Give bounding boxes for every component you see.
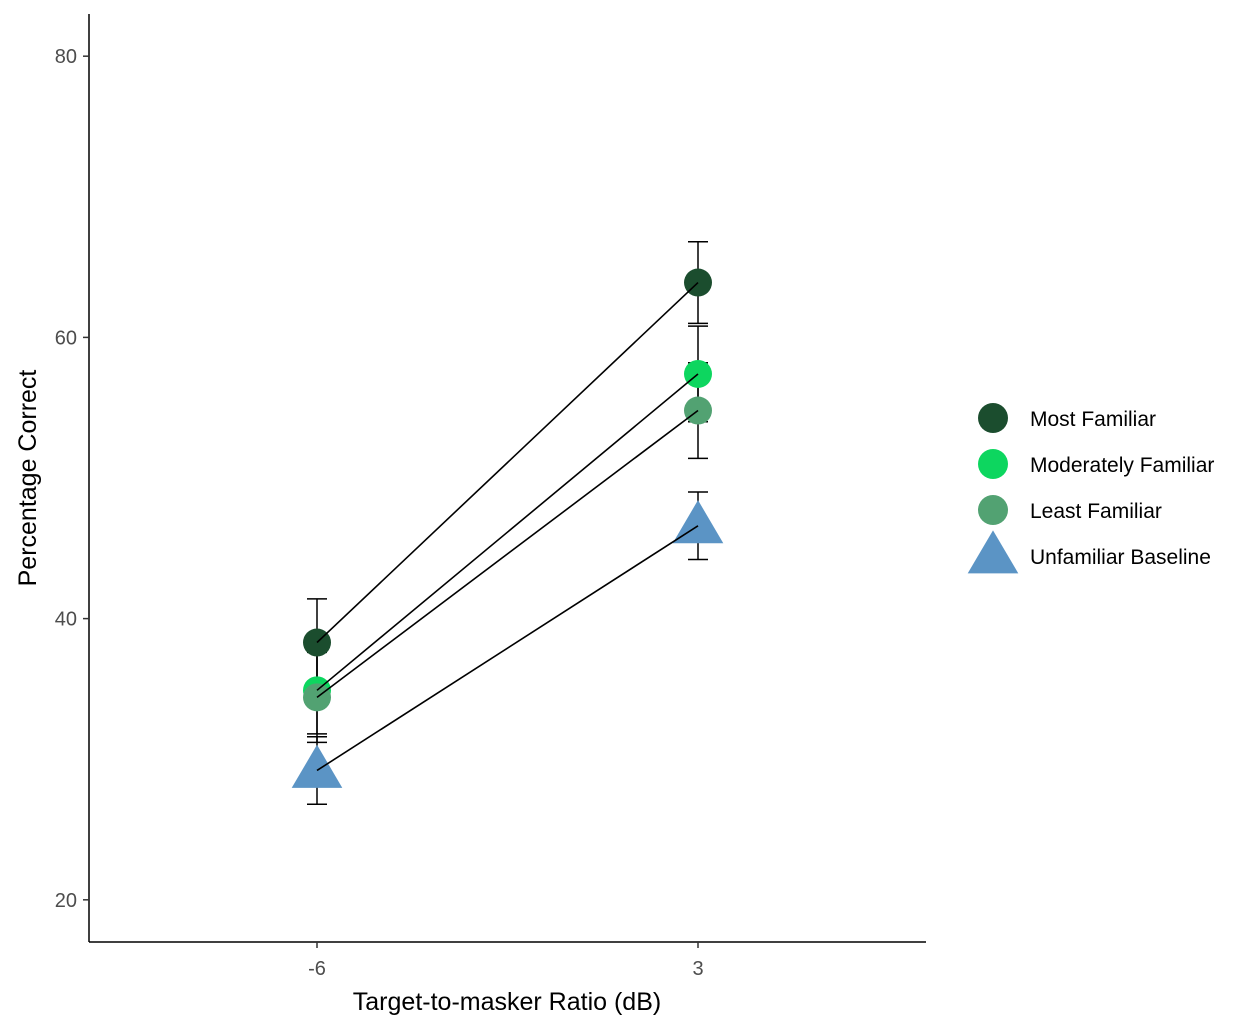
y-tick-label: 60	[55, 327, 77, 349]
legend-label: Most Familiar	[1030, 408, 1156, 431]
legend-label: Moderately Familiar	[1030, 454, 1214, 477]
x-tick-label: 3	[692, 958, 703, 980]
x-axis-title: Target-to-masker Ratio (dB)	[353, 988, 661, 1016]
series-line	[316, 281, 699, 644]
legend: Most Familiar Moderately Familiar Least Fa…	[967, 403, 1214, 574]
series-line	[316, 525, 699, 772]
legend-key-triangle	[967, 530, 1019, 574]
y-ticks: 20 40 60 80	[55, 46, 89, 912]
data-point-triangle	[291, 744, 343, 788]
legend-key-circle	[978, 495, 1008, 525]
y-tick-label: 40	[55, 609, 77, 631]
error-bars	[307, 241, 708, 805]
x-ticks: -6 3	[308, 942, 704, 980]
legend-label: Unfamiliar Baseline	[1030, 546, 1211, 569]
legend-key-circle	[978, 403, 1008, 433]
series-line	[316, 409, 699, 698]
axes	[88, 14, 926, 943]
data-points	[291, 268, 724, 788]
series-lines	[316, 281, 699, 772]
series-line	[316, 373, 699, 691]
legend-key-circle	[978, 449, 1008, 479]
y-tick-label: 80	[55, 46, 77, 68]
data-point-triangle	[672, 500, 724, 544]
y-axis-title: Percentage Correct	[14, 370, 42, 587]
x-tick-label: -6	[308, 958, 326, 980]
y-tick-label: 20	[55, 890, 77, 912]
legend-label: Least Familiar	[1030, 500, 1162, 523]
